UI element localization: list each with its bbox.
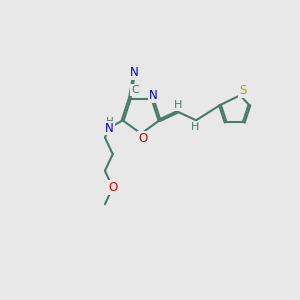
Text: H: H [106, 117, 114, 127]
Text: O: O [108, 181, 117, 194]
Text: N: N [130, 66, 139, 79]
Text: H: H [191, 122, 200, 132]
Text: O: O [138, 132, 147, 145]
Text: S: S [239, 84, 247, 97]
Text: C: C [131, 85, 139, 95]
Text: N: N [105, 122, 114, 134]
Text: H: H [174, 100, 182, 110]
Text: N: N [149, 88, 158, 102]
